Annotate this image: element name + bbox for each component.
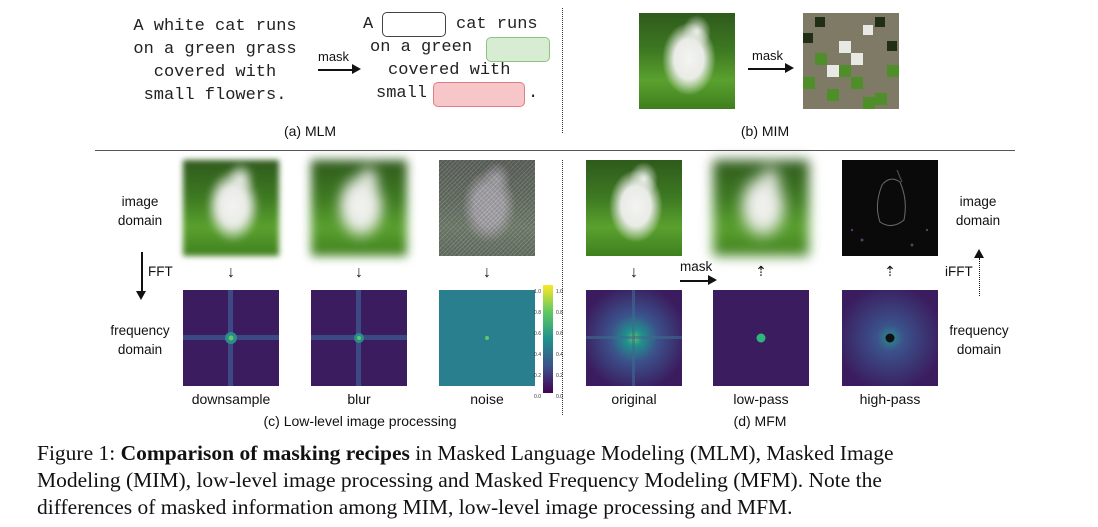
original-label: original [611,391,657,407]
mlm-mask-label: mask [318,49,350,64]
colorbar-ticks-right: 1.0 0.8 0.6 0.4 0.2 0.0 [556,282,563,408]
colorbar-tick: 0.6 [556,331,563,337]
label-line: domain [955,213,1001,228]
downsample-image [183,160,279,256]
high-pass-spectrum [842,290,938,386]
mlm-mask-arrow [318,69,356,71]
mim-mask-arrow [748,68,788,70]
divider-horizontal [95,150,1015,151]
down-arrow-icon: ↓ [355,264,363,281]
fft-arrow [141,252,143,292]
mlm-masked-word: A [363,15,374,34]
blur-spectrum [311,290,407,386]
label-line: image [959,194,997,209]
downsample-label: downsample [191,391,271,407]
arrow-head-icon [352,64,361,74]
mask-token-green [486,37,550,62]
label-line: domain [956,342,1002,357]
mfm-mask-label: mask [680,259,713,274]
blur-label: blur [347,391,371,407]
mask-token-box [382,12,446,37]
arrow-head-icon [974,249,984,258]
mlm-masked-word: covered with [388,61,511,80]
colorbar-tick: 0.0 [534,394,541,400]
mlm-original-text: A white cat runs on a green grass covere… [110,15,320,107]
divider-vertical-top [562,8,563,133]
mfm-label: (d) MFM [733,413,787,429]
mfm-mask-arrow [680,280,710,282]
label-line: frequency [949,323,1009,338]
mlm-original-line: A white cat runs [133,17,297,36]
label-line: domain [117,342,163,357]
mask-token-red [433,82,525,107]
down-arrow-icon: ↓ [630,264,638,281]
caption-bold: Comparison of masking recipes [120,441,410,465]
low-pass-image [713,160,809,256]
label-line: domain [117,213,163,228]
cat-image-original [639,13,735,109]
mlm-masked-word: . [528,84,539,103]
mlm-original-line: covered with [153,63,277,82]
mim-label: (b) MIM [740,123,790,139]
high-pass-label: high-pass [859,391,921,407]
figure-caption: Figure 1: Comparison of masking recipes … [37,440,1087,521]
divider-vertical-bottom [562,160,563,415]
frequency-domain-label-right: frequency domain [939,321,1019,359]
masked-patch-image [803,13,899,109]
colorbar-tick: 0.0 [556,394,563,400]
colorbar-ticks-left: 1.0 0.8 0.6 0.4 0.2 0.0 [531,282,541,408]
image-domain-label-right: image domain [948,192,1008,230]
down-arrow-icon: ↓ [227,264,235,281]
colorbar-tick: 1.0 [556,289,563,295]
mlm-masked-word: on a green [370,38,473,57]
colorbar-tick: 0.8 [556,310,563,316]
original-spectrum [586,290,682,386]
colorbar-gradient [543,285,553,393]
caption-line-3: differences of masked information among … [37,495,793,519]
noise-label: noise [470,391,504,407]
noise-image [439,160,535,256]
mlm-original-line: small flowers. [143,86,287,105]
low-pass-spectrum [713,290,809,386]
noise-spectrum [439,290,535,386]
colorbar-tick: 1.0 [534,289,541,295]
caption-line-2: Modeling (MIM), low-level image processi… [37,468,882,492]
ifft-arrow [979,258,980,296]
label-line: frequency [110,323,170,338]
mlm-masked-word: cat runs [456,15,538,34]
high-pass-image [842,160,938,256]
dotted-up-arrow-icon: ⇡ [755,263,767,279]
arrow-head-icon [785,63,794,73]
label-line: image [121,194,159,209]
down-arrow-icon: ↓ [483,264,491,281]
low-level-label: (c) Low-level image processing [263,413,457,429]
colorbar-tick: 0.8 [534,310,541,316]
mim-mask-label: mask [752,48,784,63]
mlm-original-line: on a green grass [133,40,297,59]
caption-rest: in Masked Language Modeling (MLM), Maske… [409,441,894,465]
frequency-domain-label-left: frequency domain [100,321,180,359]
dotted-up-arrow-icon: ⇡ [884,263,896,279]
low-pass-label: low-pass [733,391,789,407]
image-domain-label-left: image domain [110,192,170,230]
colorbar-tick: 0.4 [534,352,541,358]
mfm-original-image [586,160,682,256]
downsample-spectrum [183,290,279,386]
colorbar-tick: 0.2 [534,373,541,379]
ifft-label: iFFT [945,264,973,279]
colorbar-tick: 0.6 [534,331,541,337]
colorbar-tick: 0.2 [556,373,563,379]
blur-image [311,160,407,256]
colorbar-tick: 0.4 [556,352,563,358]
mlm-masked-word: small [376,84,428,103]
fft-label: FFT [148,264,173,279]
caption-line-1: Figure 1: Comparison of masking recipes … [37,440,1087,467]
arrow-head-icon [708,275,717,285]
caption-prefix: Figure 1: [37,441,121,465]
arrow-head-icon [136,291,146,300]
mlm-label: (a) MLM [283,123,337,139]
